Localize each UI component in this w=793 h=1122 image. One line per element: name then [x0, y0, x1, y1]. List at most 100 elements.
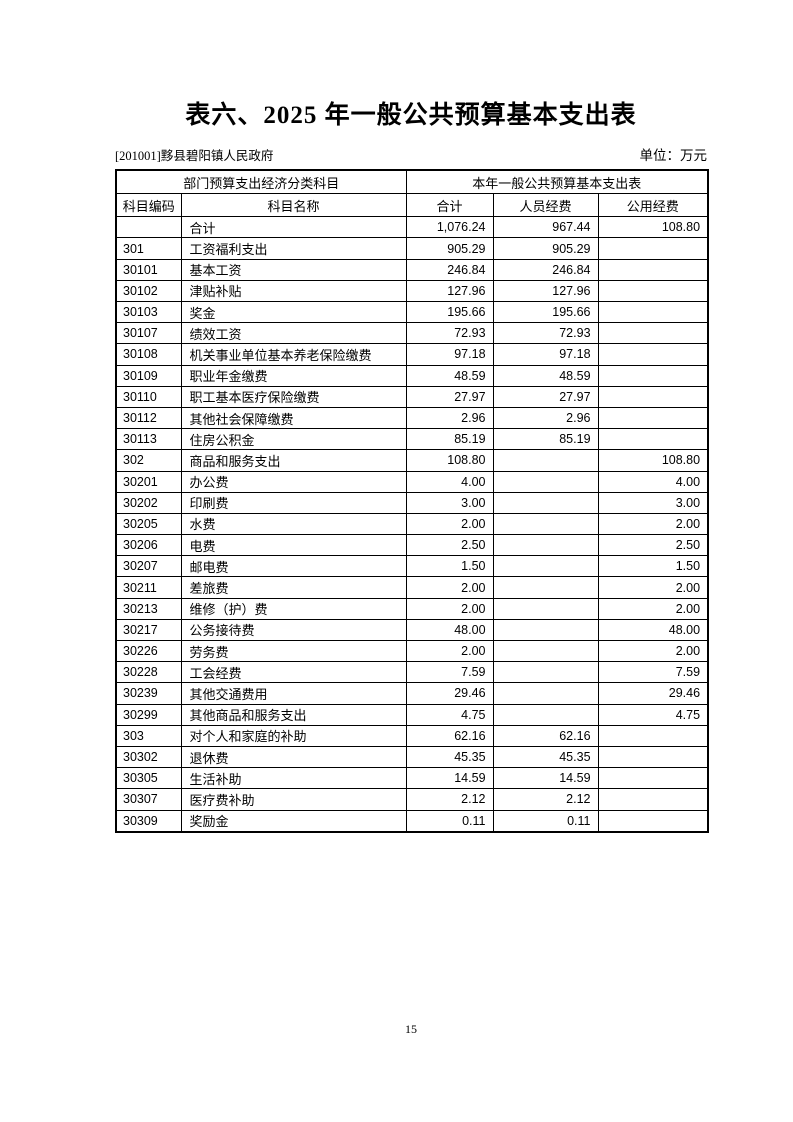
column-header-subject-name: 科目名称	[180, 193, 407, 218]
personnel-funds-cell	[492, 661, 599, 684]
public-funds-cell: 3.00	[597, 491, 709, 514]
subject-name-cell: 商品和服务支出	[180, 449, 407, 472]
subject-name-cell: 维修（护）费	[180, 597, 407, 620]
personnel-funds-cell: 905.29	[492, 237, 599, 260]
table-row: 30217 公务接待费 48.00 48.00	[115, 618, 709, 642]
subject-code-cell: 30307	[115, 788, 182, 811]
subject-name-cell: 奖励金	[180, 809, 407, 833]
total-cell: 85.19	[405, 428, 494, 451]
column-header-public-funds: 公用经费	[597, 193, 709, 218]
personnel-funds-cell	[492, 449, 599, 472]
unit-label: 单位：万元	[639, 148, 708, 164]
total-cell: 45.35	[405, 745, 494, 769]
subject-name-cell: 对个人和家庭的补助	[180, 724, 407, 747]
subject-name-cell: 印刷费	[180, 491, 407, 514]
total-cell: 4.75	[405, 703, 494, 726]
subject-code-cell: 30305	[115, 767, 182, 790]
total-cell: 2.96	[405, 406, 494, 430]
page-title: 表六、2025 年一般公共预算基本支出表	[185, 102, 637, 129]
subject-code-cell: 30302	[115, 745, 182, 769]
public-funds-cell: 108.80	[597, 216, 709, 239]
subject-name-cell: 退休费	[180, 745, 407, 769]
personnel-funds-cell: 85.19	[492, 428, 599, 451]
public-funds-cell: 4.75	[597, 703, 709, 726]
total-cell: 2.00	[405, 512, 494, 536]
personnel-funds-cell	[492, 639, 599, 663]
meta-row: [201001]黟县碧阳镇人民政府 单位：万元	[115, 144, 707, 164]
column-header-subject-code: 科目编码	[115, 193, 182, 218]
total-cell: 2.00	[405, 576, 494, 599]
table-row: 30228 工会经费 7.59 7.59	[115, 661, 709, 684]
subject-code-cell: 30107	[115, 322, 182, 345]
public-funds-cell	[597, 724, 709, 747]
personnel-funds-cell	[492, 470, 599, 493]
personnel-funds-cell: 195.66	[492, 300, 599, 324]
total-cell: 48.00	[405, 618, 494, 642]
public-funds-cell	[597, 364, 709, 387]
table-row: 30109 职业年金缴费 48.59 48.59	[115, 364, 709, 387]
subject-name-cell: 机关事业单位基本养老保险缴费	[180, 343, 407, 366]
table-row: 302 商品和服务支出 108.80 108.80	[115, 449, 709, 472]
total-cell: 97.18	[405, 343, 494, 366]
subject-name-cell: 公务接待费	[180, 618, 407, 642]
table-row: 30206 电费 2.50 2.50	[115, 534, 709, 557]
table-row: 30213 维修（护）费 2.00 2.00	[115, 597, 709, 620]
personnel-funds-cell: 48.59	[492, 364, 599, 387]
subject-name-cell: 职业年金缴费	[180, 364, 407, 387]
table-header: 部门预算支出经济分类科目 本年一般公共预算基本支出表 科目编码 科目名称 合计 …	[115, 169, 709, 218]
subject-name-cell: 奖金	[180, 300, 407, 324]
subject-name-cell: 住房公积金	[180, 428, 407, 451]
subject-name-cell: 水费	[180, 512, 407, 536]
total-cell: 7.59	[405, 661, 494, 684]
total-cell: 2.00	[405, 639, 494, 663]
total-cell: 2.00	[405, 597, 494, 620]
subject-name-cell: 绩效工资	[180, 322, 407, 345]
subject-code-cell: 30207	[115, 555, 182, 578]
subject-code-cell: 30110	[115, 385, 182, 408]
table-row: 30101 基本工资 246.84 246.84	[115, 258, 709, 281]
org-code-label: [201001]黟县碧阳镇人民政府	[115, 149, 274, 164]
subject-name-cell: 合计	[180, 216, 407, 239]
total-cell: 14.59	[405, 767, 494, 790]
public-funds-cell: 7.59	[597, 661, 709, 684]
subject-code-cell: 30201	[115, 470, 182, 493]
subject-code-cell: 30309	[115, 809, 182, 833]
total-cell: 108.80	[405, 449, 494, 472]
public-funds-cell: 2.50	[597, 534, 709, 557]
subject-name-cell: 医疗费补助	[180, 788, 407, 811]
table-row: 30107 绩效工资 72.93 72.93	[115, 322, 709, 345]
personnel-funds-cell	[492, 491, 599, 514]
table-row: 30226 劳务费 2.00 2.00	[115, 639, 709, 663]
public-funds-cell	[597, 767, 709, 790]
subject-code-cell: 30228	[115, 661, 182, 684]
public-funds-cell	[597, 343, 709, 366]
subject-code-cell: 303	[115, 724, 182, 747]
personnel-funds-cell: 2.96	[492, 406, 599, 430]
personnel-funds-cell: 0.11	[492, 809, 599, 833]
subject-code-cell	[115, 216, 182, 239]
table-row: 30302 退休费 45.35 45.35	[115, 745, 709, 769]
public-funds-cell: 48.00	[597, 618, 709, 642]
personnel-funds-cell	[492, 576, 599, 599]
table-row: 30202 印刷费 3.00 3.00	[115, 491, 709, 514]
public-funds-cell	[597, 406, 709, 430]
personnel-funds-cell: 97.18	[492, 343, 599, 366]
public-funds-cell	[597, 809, 709, 833]
group-header-basic-expenditure: 本年一般公共预算基本支出表	[405, 169, 709, 195]
public-funds-cell: 2.00	[597, 512, 709, 536]
table-row: 30205 水费 2.00 2.00	[115, 512, 709, 536]
total-cell: 72.93	[405, 322, 494, 345]
total-cell: 27.97	[405, 385, 494, 408]
table-row: 30103 奖金 195.66 195.66	[115, 300, 709, 324]
table-row: 30113 住房公积金 85.19 85.19	[115, 428, 709, 451]
personnel-funds-cell	[492, 555, 599, 578]
table-row: 303 对个人和家庭的补助 62.16 62.16	[115, 724, 709, 747]
subject-code-cell: 30213	[115, 597, 182, 620]
table-row: 30110 职工基本医疗保险缴费 27.97 27.97	[115, 385, 709, 408]
subject-code-cell: 30299	[115, 703, 182, 726]
subject-code-cell: 30109	[115, 364, 182, 387]
group-header-classification: 部门预算支出经济分类科目	[115, 169, 407, 195]
subject-name-cell: 基本工资	[180, 258, 407, 281]
subject-name-cell: 津贴补贴	[180, 279, 407, 303]
public-funds-cell	[597, 745, 709, 769]
